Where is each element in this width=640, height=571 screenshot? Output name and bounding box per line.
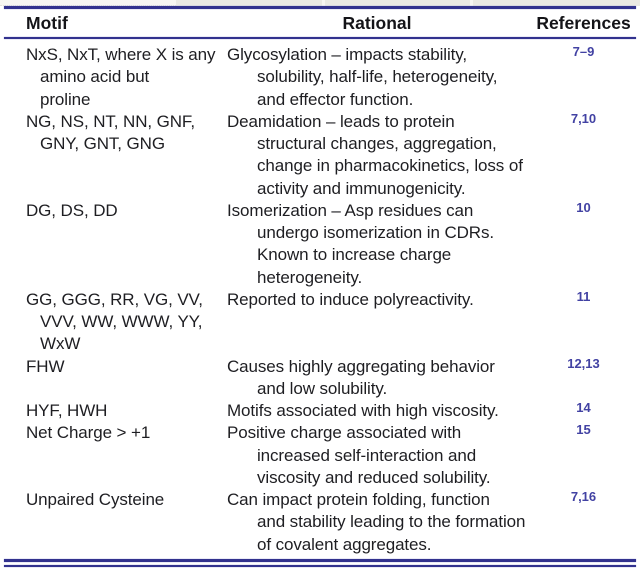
motif-liability-table: Motif Rational References NxS, NxT, wher…	[0, 6, 640, 567]
table-row: DG, DS, DD Isomerization – Asp residues c…	[0, 200, 640, 289]
rational-cell-line: of covalent aggregates.	[257, 534, 432, 554]
references-cell: 10	[527, 196, 640, 289]
rational-cell-line: Isomerization – Asp residues can	[227, 200, 474, 220]
table-row: GG, GGG, RR, VG, VV, VVV, WW, WWW, YY, WxW…	[0, 289, 640, 356]
rational-cell: Causes highly aggregating behavior and lo…	[227, 356, 527, 401]
rational-cell-line: and stability leading to the formation	[257, 512, 526, 532]
rational-cell-line: and effector function.	[257, 89, 414, 109]
rational-cell-line: Deamidation – leads to protein	[227, 111, 455, 131]
table-row: NG, NS, NT, NN, GNF, GNY, GNT, GNG Deamida…	[0, 111, 640, 200]
table-header-row: Motif Rational References	[0, 9, 640, 37]
motif-cell: NG, NS, NT, NN, GNF, GNY, GNT, GNG	[26, 111, 227, 200]
rational-cell: Can impact protein folding, function and …	[227, 489, 527, 556]
citation-number: 12,13	[567, 355, 600, 371]
motif-cell: DG, DS, DD	[26, 200, 227, 289]
motif-cell: Unpaired Cysteine	[26, 489, 227, 556]
citation-number: 7,10	[570, 110, 597, 126]
motif-cell-line: Unpaired Cysteine	[26, 490, 165, 509]
rational-cell-line: Glycosylation – impacts stability,	[227, 45, 468, 64]
citation-number: 11	[576, 288, 591, 304]
table-bottom-rule-inner	[4, 564, 636, 567]
references-cell: 12,13	[527, 352, 640, 401]
column-header-motif: Motif	[26, 12, 68, 33]
rational-cell-line: undergo isomerization in CDRs.	[257, 223, 494, 242]
motif-cell-line: GG, GGG, RR, VG, VV,	[26, 289, 203, 309]
table-body: NxS, NxT, where X is any amino acid but pr…	[0, 39, 640, 556]
rational-cell-line: viscosity and reduced solubility.	[257, 467, 491, 487]
citation-number: 14	[576, 400, 591, 415]
rational-cell-line: heterogeneity.	[257, 267, 363, 287]
rational-cell-line: increased self-interaction and	[257, 445, 477, 465]
motif-cell-line: NG, NS, NT, NN, GNF,	[26, 111, 195, 131]
citation-number: 10	[576, 199, 591, 215]
citation-number: 7,16	[570, 489, 597, 504]
table-row: Net Charge > +1 Positive charge associate…	[0, 422, 640, 489]
citation-number: 7–9	[572, 44, 595, 59]
rational-cell-line: structural changes, aggregation,	[257, 134, 497, 153]
top-edge-gap	[322, 0, 325, 6]
table-row: HYF, HWH Motifs associated with high visc…	[0, 400, 640, 422]
motif-cell-line: proline	[40, 89, 91, 109]
page-top-edge	[0, 0, 640, 6]
rational-cell-line: solubility, half-life, heterogeneity,	[257, 67, 498, 87]
motif-cell-line: NxS, NxT, where X is any	[26, 45, 216, 64]
column-header-references: References	[536, 12, 631, 33]
table-row: Unpaired Cysteine Can impact protein fold…	[0, 489, 640, 556]
motif-cell: HYF, HWH	[26, 400, 227, 422]
references-cell: 14	[527, 396, 640, 422]
rational-cell: Positive charge associated with increased…	[227, 422, 527, 489]
motif-cell-line: GNY, GNT, GNG	[40, 134, 165, 153]
table-bottom-rule-outer	[4, 558, 636, 562]
motif-cell: GG, GGG, RR, VG, VV, VVV, WW, WWW, YY, WxW	[26, 289, 227, 356]
references-cell: 15	[527, 418, 640, 489]
column-header-rational: Rational	[342, 12, 412, 33]
motif-cell-line: FHW	[26, 356, 65, 376]
motif-cell-line: DG, DS, DD	[26, 200, 118, 220]
references-cell: 7,10	[527, 107, 640, 200]
rational-cell-line: Known to increase charge	[257, 245, 452, 265]
motif-cell-line: HYF, HWH	[26, 401, 108, 420]
rational-cell-line: Motifs associated with high viscosity.	[227, 401, 499, 420]
rational-cell-line: Reported to induce polyreactivity.	[227, 289, 474, 309]
rational-cell: Motifs associated with high viscosity.	[227, 400, 527, 422]
motif-cell-line: Net Charge > +1	[26, 423, 151, 443]
motif-cell-line: WxW	[40, 334, 81, 354]
references-cell: 11	[527, 285, 640, 356]
rational-cell: Glycosylation – impacts stability, solubi…	[227, 44, 527, 111]
references-cell: 7,16	[527, 485, 640, 556]
rational-cell: Isomerization – Asp residues can undergo …	[227, 200, 527, 289]
top-edge-segment	[176, 0, 640, 6]
rational-cell: Reported to induce polyreactivity.	[227, 289, 527, 356]
rational-cell-line: Positive charge associated with	[227, 423, 462, 443]
motif-cell: Net Charge > +1	[26, 422, 227, 489]
rational-cell: Deamidation – leads to protein structural…	[227, 111, 527, 200]
table-row: NxS, NxT, where X is any amino acid but pr…	[0, 44, 640, 111]
header-divider-rule	[4, 37, 636, 39]
rational-cell-line: activity and immunogenicity.	[257, 178, 466, 198]
motif-cell-line: amino acid but	[40, 67, 150, 87]
motif-cell: FHW	[26, 356, 227, 401]
rational-cell-line: and low solubility.	[257, 378, 388, 398]
top-edge-segment	[0, 0, 176, 6]
references-cell: 7–9	[527, 40, 640, 111]
rational-cell-line: change in pharmacokinetics, loss of	[257, 156, 523, 176]
table-top-rule	[4, 6, 636, 9]
top-edge-gap	[470, 0, 473, 6]
motif-cell: NxS, NxT, where X is any amino acid but pr…	[26, 44, 227, 111]
rational-cell-line: Causes highly aggregating behavior	[227, 356, 495, 376]
rational-cell-line: Can impact protein folding, function	[227, 490, 490, 509]
motif-cell-line: VVV, WW, WWW, YY,	[40, 312, 203, 331]
citation-number: 15	[576, 422, 591, 438]
table-row: FHW Causes highly aggregating behavior and…	[0, 356, 640, 401]
